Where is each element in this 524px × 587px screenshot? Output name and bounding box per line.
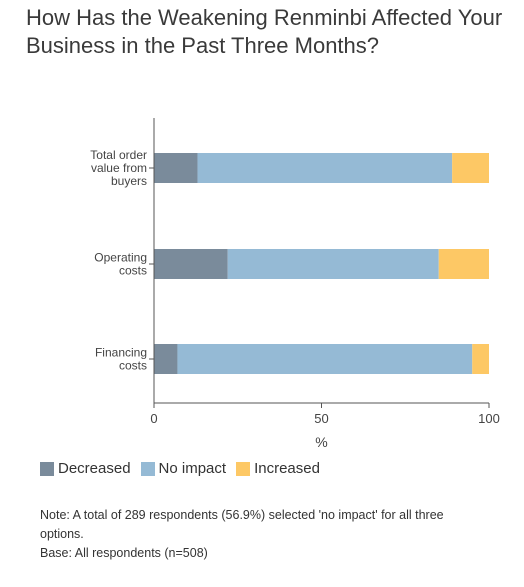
category-label-1-line-0: Operating [94, 251, 147, 265]
bar-increased-1 [438, 249, 489, 279]
bar-no-impact-0 [197, 153, 453, 183]
legend-label-no-impact: No impact [158, 460, 227, 477]
legend-item-no-impact: No impact [140, 460, 227, 477]
bar-decreased-0 [154, 153, 198, 183]
category-label-1-line-1: costs [119, 264, 147, 278]
legend-label-increased: Increased [254, 460, 320, 477]
x-tick-label-1: 50 [314, 411, 328, 426]
bar-increased-0 [452, 153, 489, 183]
category-label-0-line-2: buyers [111, 174, 147, 188]
bar-no-impact-2 [177, 344, 473, 374]
bar-no-impact-1 [227, 249, 439, 279]
category-label-2-line-0: Financing [95, 346, 147, 360]
legend-item-increased: Increased [236, 460, 320, 477]
legend-item-decreased: Decreased [40, 460, 131, 477]
x-axis-label: % [315, 434, 327, 450]
chart-note: Note: A total of 289 respondents (56.9%)… [40, 506, 480, 563]
chart-legend: Decreased No impact Increased [40, 460, 330, 477]
chart-title: How Has the Weakening Renminbi Affected … [26, 5, 503, 58]
category-label-0-line-0: Total order [90, 148, 147, 162]
base-text: Base: All respondents (n=508) [40, 546, 208, 560]
legend-swatch-no-impact [140, 461, 155, 476]
x-tick-label-2: 100 [478, 411, 500, 426]
x-tick-label-0: 0 [150, 411, 157, 426]
legend-swatch-decreased [40, 461, 54, 476]
bar-decreased-2 [154, 344, 178, 374]
category-label-2-line-1: costs [119, 359, 147, 373]
legend-label-decreased: Decreased [58, 460, 131, 477]
category-label-0-line-1: value from [91, 161, 147, 175]
legend-swatch-increased [236, 461, 251, 476]
note-text: Note: A total of 289 respondents (56.9%)… [40, 508, 444, 541]
bar-decreased-1 [154, 249, 228, 279]
bar-increased-2 [472, 344, 489, 374]
